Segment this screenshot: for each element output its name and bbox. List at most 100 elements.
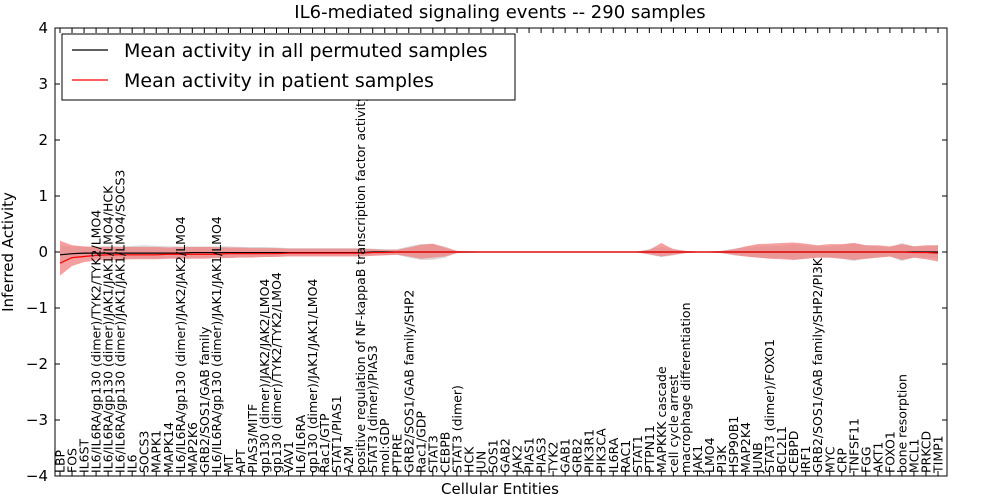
- patient-mean-line: [59, 251, 939, 264]
- patient-confidence-band: [60, 240, 938, 276]
- category-label: IL6/IL6RA: [293, 414, 308, 473]
- category-label: macrophage differentiation: [678, 302, 693, 473]
- category-label: STAT1/PIAS1: [329, 395, 344, 473]
- y-axis-ticks: 4 3 2 1 0 −1 −2 −3 −4: [26, 19, 947, 485]
- confidence-bands: [60, 240, 938, 276]
- permuted-confidence-band: [60, 243, 938, 264]
- legend-label-permuted: Mean activity in all permuted samples: [124, 40, 487, 62]
- category-label: TYK2: [546, 442, 561, 474]
- category-label: MCL1: [906, 439, 921, 473]
- category-label: PIAS1: [522, 437, 537, 473]
- y-tick-label: −1: [26, 299, 48, 317]
- category-label: STAT3 (dimer)/PIAS3: [365, 345, 380, 473]
- legend-label-patient: Mean activity in patient samples: [124, 70, 434, 92]
- category-label: JAK1: [690, 445, 705, 474]
- category-label: MAPK14: [161, 422, 176, 473]
- category-label: Rac1/GTP: [317, 413, 332, 473]
- category-label: PTPN11: [642, 425, 657, 473]
- category-label: CEBPB: [437, 432, 452, 473]
- category-label: IL6: [125, 454, 140, 473]
- category-label: gp130 (dimer)/JAK1/JAK1/LMO4: [305, 279, 320, 473]
- category-label: gp130 (dimer)/TYK2/TYK2/LMO4: [269, 272, 284, 473]
- category-label: CEBPD: [786, 431, 801, 473]
- category-label: positive regulation of NF-kappaB transcr…: [353, 94, 368, 473]
- category-label: IL6ST: [77, 438, 92, 473]
- y-axis-label: Inferred Activity: [0, 192, 17, 312]
- legend: Mean activity in all permuted samples Me…: [61, 33, 516, 101]
- category-label: cell cycle arrest: [666, 375, 681, 473]
- category-label: IL6/IL6RA/gp130 (dimer)/JAK2/JAK2/LMO4: [173, 216, 188, 473]
- legend-box: [61, 33, 516, 101]
- category-label: JAK2: [510, 445, 525, 474]
- category-label: mol:GDP: [377, 418, 392, 473]
- category-label: IL6/IL6RA/gp130 (dimer)/JAK1/JAK1/LMO4/H…: [101, 185, 116, 473]
- y-tick-label: −4: [26, 467, 48, 485]
- x-axis-ticks: [59, 28, 939, 476]
- category-label: IL6RA: [606, 437, 621, 473]
- category-label: TNFSF11: [846, 418, 861, 474]
- category-label: APT: [233, 449, 248, 473]
- category-label: RAC1: [618, 440, 633, 473]
- category-label: LBP: [53, 449, 68, 473]
- y-tick-label: 2: [38, 131, 48, 149]
- category-label: PI3K: [714, 445, 729, 473]
- series-lines: [59, 251, 939, 264]
- category-label: GAB2: [498, 438, 513, 473]
- x-axis-label: Cellular Entities: [441, 480, 559, 498]
- category-label: JUN: [473, 451, 488, 474]
- category-label: GAB1: [558, 438, 573, 473]
- category-label: STAT3 (dimer)/FOXO1: [762, 339, 777, 473]
- chart-title: IL6-mediated signaling events -- 290 sam…: [294, 2, 705, 23]
- category-label: MAPKKK cascade: [654, 366, 669, 473]
- category-label: PRKCD: [918, 431, 933, 473]
- category-label: PIAS3: [534, 437, 549, 473]
- category-label: LMO4: [702, 437, 717, 473]
- category-label: SOS1: [485, 439, 500, 473]
- category-label: BCL2L1: [774, 426, 789, 473]
- category-label: STAT3: [425, 435, 440, 473]
- category-label: IL6/IL6RA/gp130 (dimer)/TYK2/TYK2/LMO4: [89, 210, 104, 473]
- y-tick-label: 0: [38, 243, 48, 261]
- plot-frame: [54, 27, 948, 477]
- category-label: MT: [221, 454, 236, 473]
- y-tick-label: 4: [38, 19, 48, 37]
- category-label: PIAS3/MITF: [245, 404, 260, 473]
- category-label: FOS: [65, 448, 80, 473]
- category-label: GRB2/SOS1/GAB family: [197, 326, 212, 473]
- y-tick-label: 3: [38, 75, 48, 93]
- category-label: IL6/IL6RA/gp130 (dimer)/JAK1/JAK1/LMO4: [209, 216, 224, 473]
- category-label: AKT1: [870, 442, 885, 473]
- y-tick-label: 1: [38, 187, 48, 205]
- y-tick-label: −3: [26, 411, 48, 429]
- category-label: PTPRE: [389, 434, 404, 473]
- category-label: A2M: [341, 446, 356, 473]
- category-label: VAV1: [281, 441, 296, 473]
- category-label: IL6/IL6RA/gp130 (dimer)/JAK1/JAK1/LMO4/S…: [113, 170, 128, 473]
- category-label: MAPK1: [149, 430, 164, 473]
- category-label: CRP: [834, 448, 849, 473]
- category-label: IRF1: [798, 445, 813, 473]
- category-label: gp130 (dimer)/JAK2/JAK2/LMO4: [257, 279, 272, 473]
- category-label: PIK3R1: [582, 429, 597, 473]
- category-label: PIK3CA: [594, 428, 609, 473]
- category-label: JUNB: [750, 442, 765, 474]
- category-label: FOXO1: [882, 431, 897, 473]
- category-label: HCK: [461, 446, 476, 473]
- category-label: MAP2K6: [185, 422, 200, 473]
- category-label: Rac1/GDP: [413, 411, 428, 473]
- category-label: GRB2: [570, 438, 585, 473]
- category-label: bone resorption: [894, 374, 909, 473]
- category-label: GRB2/SOS1/GAB family/SHP2/PI3K: [810, 257, 825, 473]
- y-tick-label: −2: [26, 355, 48, 373]
- category-label: STAT3 (dimer): [449, 385, 464, 473]
- category-label: STAT1: [630, 435, 645, 473]
- category-label: TIMP1: [931, 435, 946, 474]
- category-label: FGG: [858, 446, 873, 473]
- category-label: MYC: [822, 446, 837, 473]
- category-label: MAP2K4: [738, 422, 753, 473]
- category-label: HSP90B1: [726, 416, 741, 473]
- category-label: SOCS3: [137, 431, 152, 473]
- category-label: GRB2/SOS1/GAB family/SHP2: [401, 290, 416, 473]
